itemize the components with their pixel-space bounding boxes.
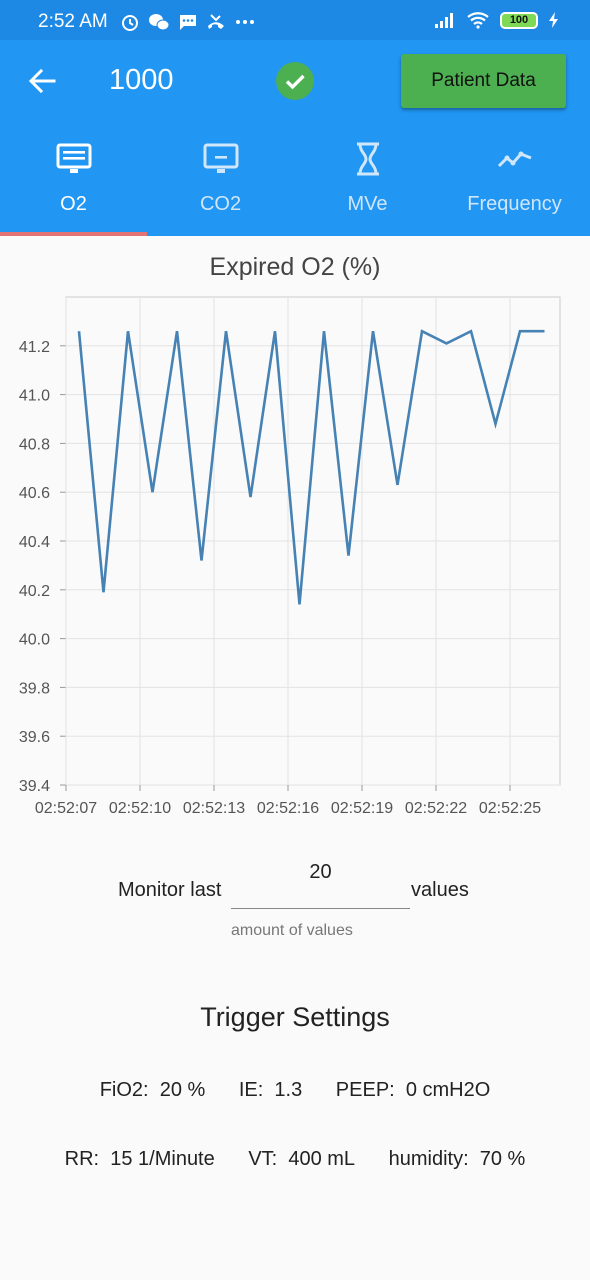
amount-of-values-input[interactable] xyxy=(231,858,410,909)
y-tick-label: 40.2 xyxy=(19,583,50,600)
display-icon xyxy=(203,143,238,173)
back-arrow-icon[interactable] xyxy=(26,64,58,98)
charging-icon xyxy=(549,12,558,28)
y-tick-label: 41.2 xyxy=(19,339,50,356)
more-icon xyxy=(236,20,254,24)
humidity-setting: humidity: 70 % xyxy=(388,1148,526,1170)
tab-co2[interactable]: CO2 xyxy=(147,124,294,236)
x-tick-label: 02:52:25 xyxy=(479,800,541,817)
wechat-icon xyxy=(149,14,170,31)
tab-label: O2 xyxy=(60,193,87,215)
hourglass-icon xyxy=(356,142,379,176)
message-icon xyxy=(180,15,196,30)
monitor-suffix-label: values xyxy=(411,879,469,901)
tab-label: Frequency xyxy=(467,193,562,215)
system-icons: 100 xyxy=(434,11,560,29)
trigger-settings-title: Trigger Settings xyxy=(200,1002,390,1032)
y-tick-label: 40.4 xyxy=(19,534,50,551)
input-helper-text: amount of values xyxy=(231,922,353,939)
wifi-icon xyxy=(467,12,489,29)
y-tick-label: 39.4 xyxy=(19,778,50,795)
patient-data-button[interactable]: Patient Data xyxy=(401,54,566,108)
page-title: 1000 xyxy=(109,64,174,96)
chart-title: Expired O2 (%) xyxy=(209,253,381,281)
monitor-control: Monitor last values amount of values xyxy=(0,850,590,950)
y-tick-label: 41.0 xyxy=(19,388,50,405)
peep-setting: PEEP: 0 cmH2O xyxy=(335,1079,491,1101)
tab-o2[interactable]: O2 xyxy=(0,124,147,236)
settings-row-2: RR: 15 1/Minute VT: 400 mL humidity: 70 … xyxy=(0,1148,590,1171)
o2-line-chart: 39.4 39.6 39.8 40.0 40.2 40.4 40.6 40.8 41.0 41.2… xyxy=(19,296,561,817)
missed-call-icon xyxy=(208,14,224,29)
tab-label: MVe xyxy=(347,193,388,215)
x-tick-label: 02:52:19 xyxy=(331,800,393,817)
x-tick-label: 02:52:16 xyxy=(257,800,319,817)
check-circle-icon xyxy=(276,62,314,100)
fio2-setting: FiO2: 20 % xyxy=(99,1079,206,1101)
status-bar: 2:52 AM 100 xyxy=(0,0,590,40)
line-chart-icon xyxy=(497,151,532,168)
x-tick-label: 02:52:10 xyxy=(109,800,171,817)
app-bar: 1000 Patient Data xyxy=(0,40,590,124)
y-tick-label: 40.8 xyxy=(19,436,50,453)
series-line xyxy=(77,329,545,605)
tab-bar: O2 CO2 MVe Frequency xyxy=(0,124,590,236)
notification-icons xyxy=(120,12,256,32)
status-time: 2:52 AM xyxy=(38,11,108,32)
y-tick-label: 40.0 xyxy=(19,632,50,649)
x-tick-label: 02:52:22 xyxy=(405,800,467,817)
ie-setting: IE: 1.3 xyxy=(238,1079,303,1101)
rr-setting: RR: 15 1/Minute xyxy=(64,1148,215,1170)
tab-mve[interactable]: MVe xyxy=(294,124,441,236)
y-tick-label: 39.8 xyxy=(19,680,50,697)
tab-indicator xyxy=(0,232,147,236)
y-tick-label: 40.6 xyxy=(19,485,50,502)
battery-icon: 100 xyxy=(500,11,538,29)
monitor-prefix-label: Monitor last xyxy=(118,879,222,901)
tab-label: CO2 xyxy=(199,193,242,215)
monitor-icon xyxy=(56,143,91,173)
settings-row-1: FiO2: 20 % IE: 1.3 PEEP: 0 cmH2O xyxy=(0,1079,590,1102)
vt-setting: VT: 400 mL xyxy=(248,1148,356,1170)
signal-icon xyxy=(435,13,453,28)
x-tick-label: 02:52:13 xyxy=(183,800,245,817)
y-tick-label: 39.6 xyxy=(19,729,50,746)
x-tick-label: 02:52:07 xyxy=(35,800,97,817)
alarm-icon xyxy=(122,15,138,31)
tab-frequency[interactable]: Frequency xyxy=(441,124,588,236)
